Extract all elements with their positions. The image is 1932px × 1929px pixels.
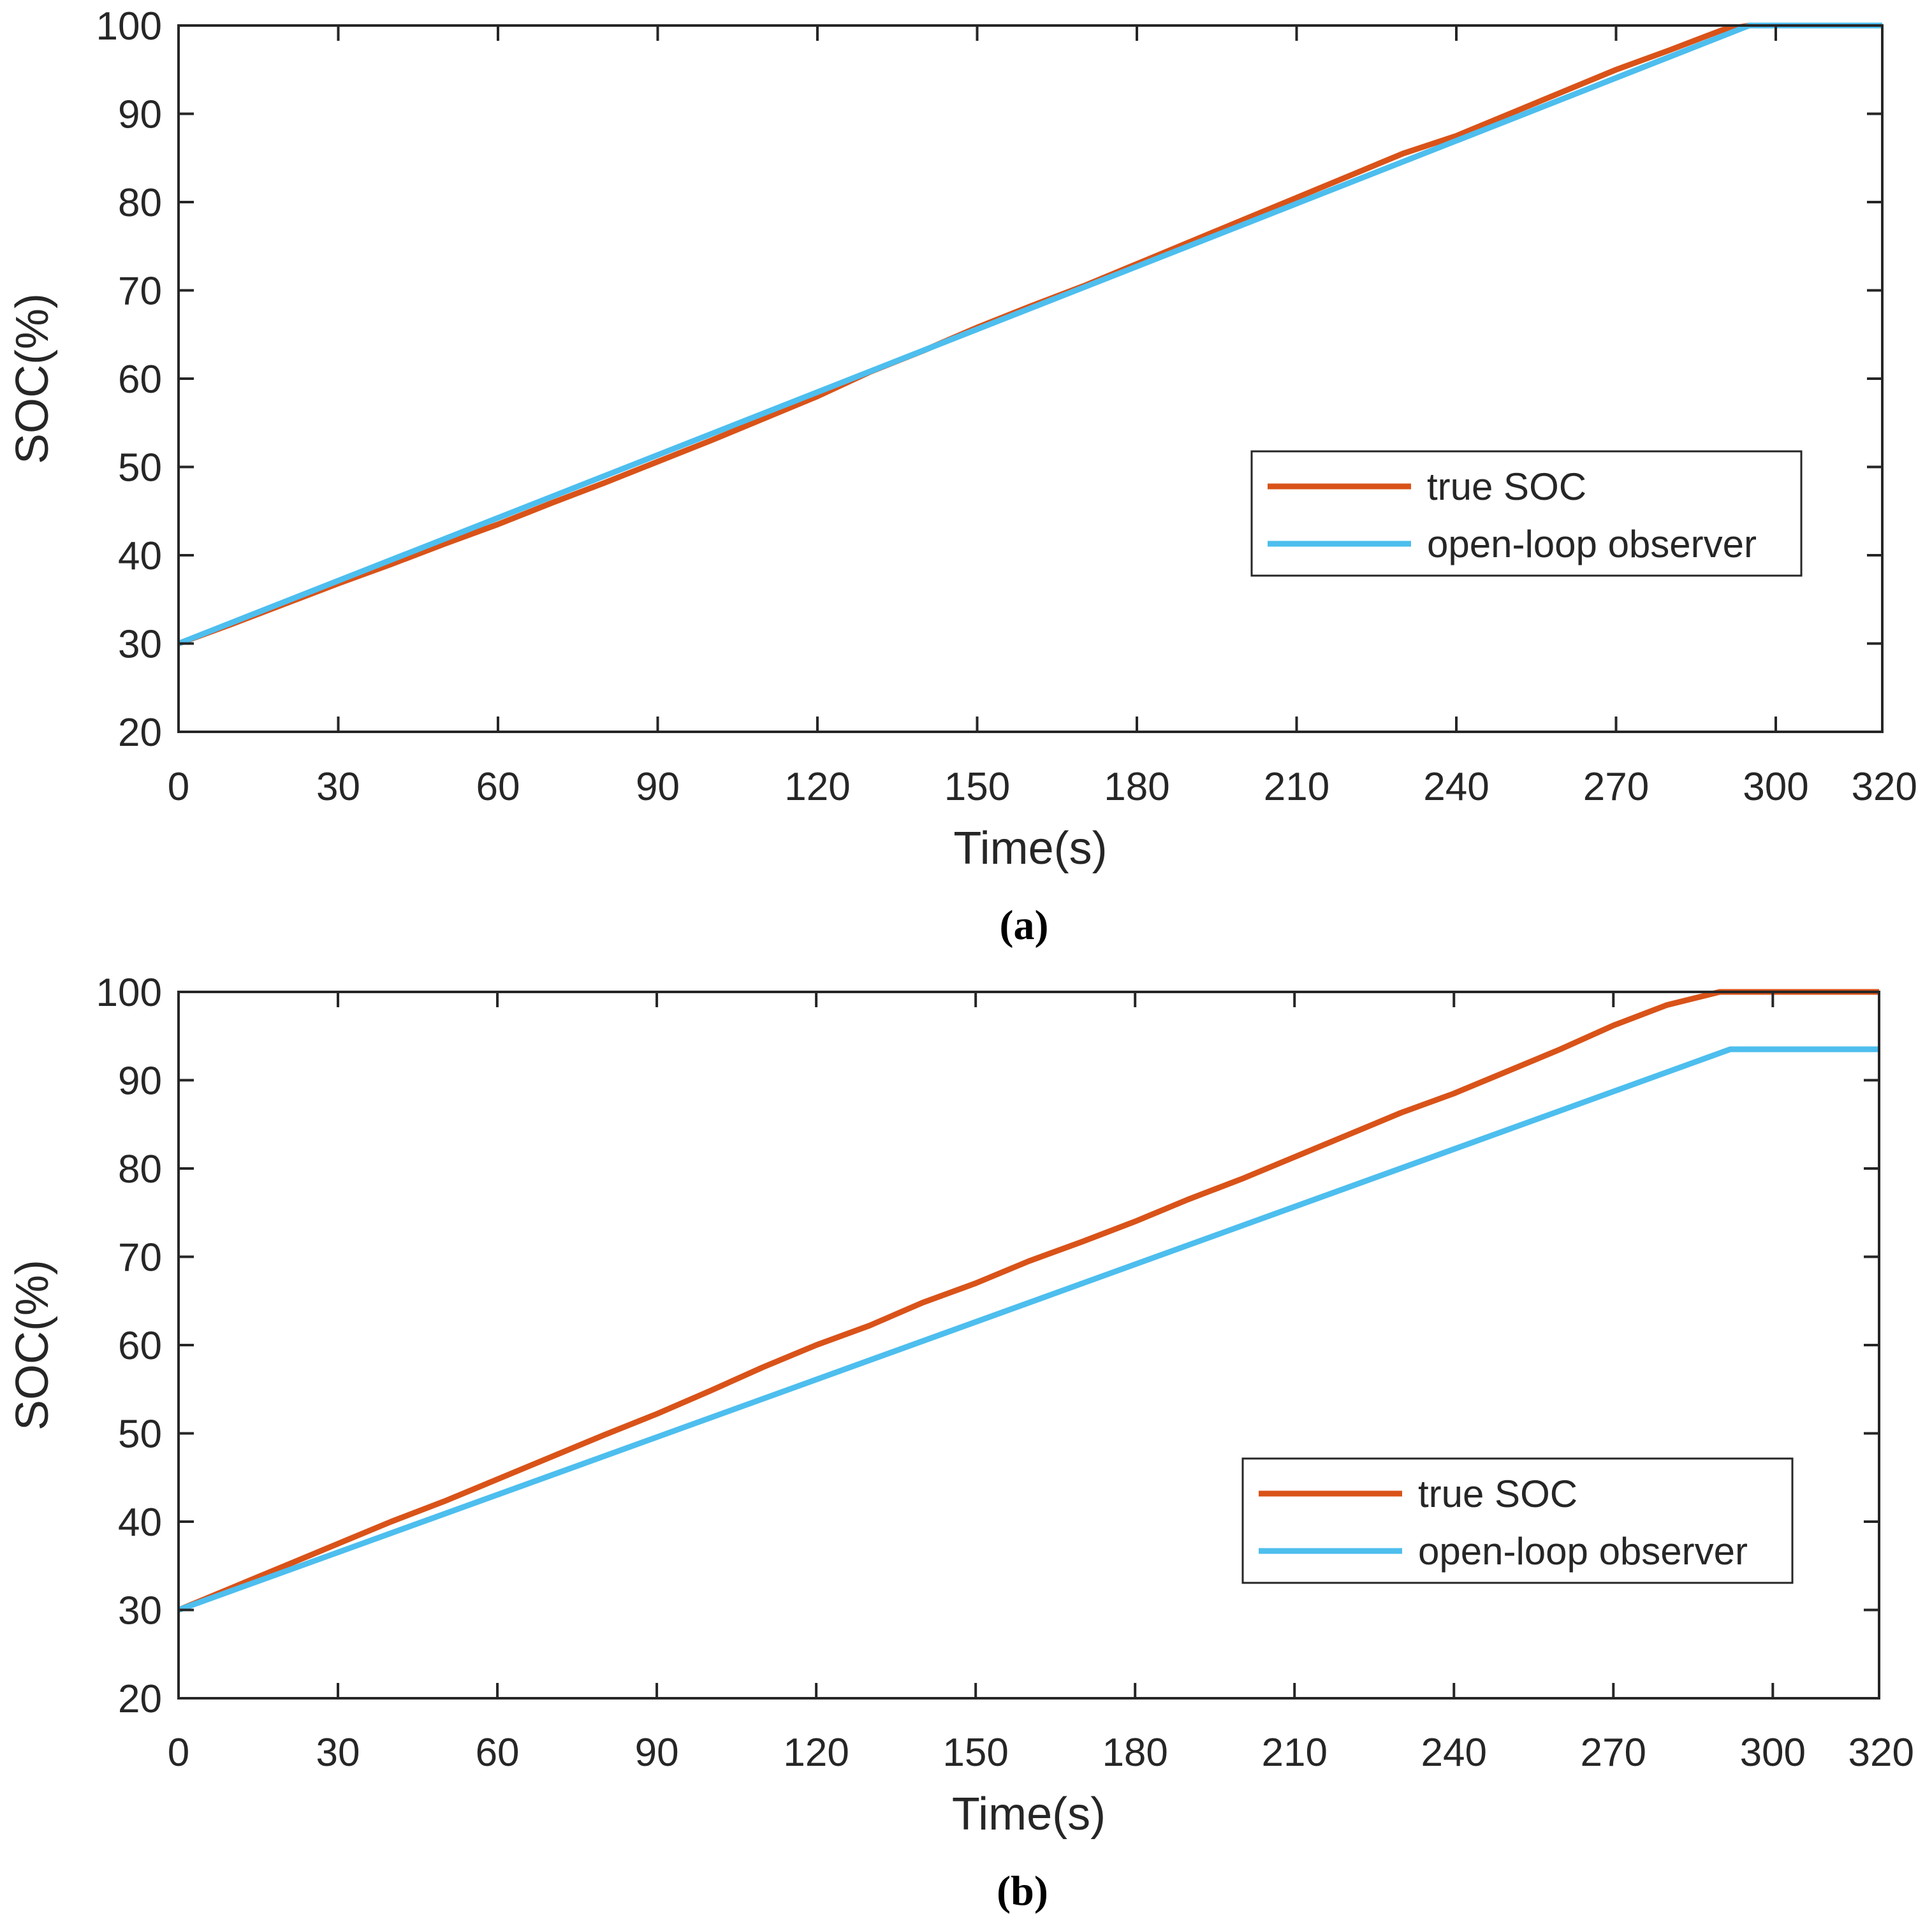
legend-box [1241,1457,1794,1584]
y-axis-label: SOC(%) [7,293,58,464]
x-tick-label: 0 [168,1731,189,1775]
panel-b: 0 30 60 90 120 150 180 210 240 270 300 320 20 30 40 50 6… [7,971,1914,1914]
x-tick-label: 0 [168,765,189,809]
x-tick-label: 90 [635,1731,679,1775]
plot-area [179,25,1882,732]
legend: true SOC open-loop observer [1250,450,1803,577]
y-tick-label: 80 [118,181,162,225]
x-tick-label: 210 [1261,1731,1327,1775]
y-tick-label: 90 [118,93,162,137]
legend: true SOC open-loop observer [1241,1457,1794,1584]
x-tick-label: 60 [476,1731,520,1775]
x-tick-label: 90 [636,765,680,809]
x-tick-label: 30 [316,765,360,809]
panel-caption: (b) [997,1868,1048,1914]
y-tick-label: 80 [118,1147,162,1191]
y-tick-label: 100 [96,4,162,48]
x-tick-label: 60 [476,765,520,809]
y-tick-label: 90 [118,1059,162,1103]
y-tick-label: 40 [118,534,162,578]
legend-entry: true SOC [1418,1473,1577,1515]
x-tick-label: 270 [1583,765,1649,809]
series-line-true-soc [177,989,1879,1613]
legend-entry: open-loop observer [1427,523,1757,565]
x-tick-label: 320 [1852,765,1917,809]
x-tick-label: 210 [1264,765,1329,809]
x-tick-label: 120 [784,765,850,809]
x-tick-label: 120 [783,1731,849,1775]
y-tick-label: 50 [118,446,162,490]
y-tick-label: 60 [118,1324,162,1368]
panel-a: 0 30 60 90 120 150 180 210 240 270 300 320 20 30 40 50 6… [7,4,1917,949]
legend-entry: open-loop observer [1418,1530,1748,1573]
y-tick-label: 60 [118,358,162,402]
x-tick-label: 240 [1423,765,1489,809]
x-tick-label: 150 [942,1731,1008,1775]
x-tick-label: 180 [1102,1731,1167,1775]
x-tick-label: 240 [1421,1731,1487,1775]
x-tick-label: 270 [1581,1731,1646,1775]
plot-area [179,992,1879,1698]
panel-caption: (a) [1000,902,1049,949]
y-tick-label: 50 [118,1413,162,1457]
x-axis-label: Time(s) [952,1789,1106,1840]
x-tick-label: 30 [316,1731,360,1775]
legend-entry: true SOC [1427,465,1586,508]
x-axis-label: Time(s) [953,823,1107,874]
x-tick-label: 320 [1848,1731,1914,1775]
y-tick-label: 70 [118,270,162,314]
y-tick-label: 40 [118,1501,162,1545]
legend-box [1250,450,1803,577]
y-tick-label: 30 [118,1589,162,1633]
x-tick-label: 300 [1740,1731,1806,1775]
y-tick-label: 20 [118,711,162,755]
x-tick-label: 150 [944,765,1010,809]
y-tick-label: 100 [96,971,162,1015]
x-tick-label: 300 [1743,765,1808,809]
y-tick-label: 70 [118,1236,162,1280]
series-line-open-loop-observer [177,1046,1879,1613]
y-tick-label: 20 [118,1677,162,1721]
x-tick-label: 180 [1104,765,1169,809]
y-axis-label: SOC(%) [7,1260,58,1430]
y-tick-label: 30 [118,623,162,667]
